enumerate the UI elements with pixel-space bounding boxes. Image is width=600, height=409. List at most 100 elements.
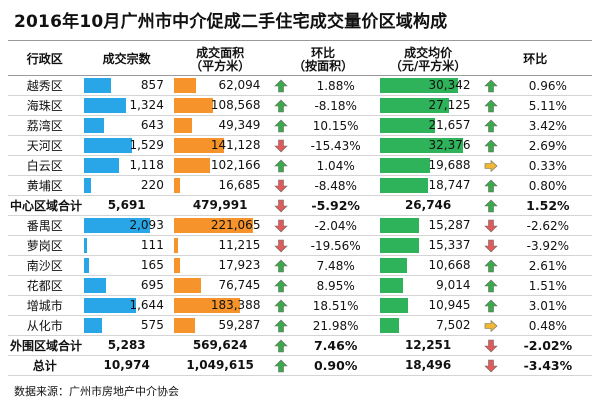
arrow-flat-icon [484, 159, 498, 172]
area-cell: 221,065 [171, 215, 269, 236]
price-change-arrow-cell [478, 195, 504, 216]
count-value: 695 [140, 278, 164, 292]
area-change-value: 7.48% [293, 255, 378, 276]
area-change-value: 10.15% [293, 115, 378, 136]
price-cell: 10,668 [377, 255, 479, 276]
area-change-value: 21.98% [293, 315, 378, 336]
price-change-arrow-cell [478, 115, 504, 136]
header-area-change-line2: （按面积） [293, 58, 354, 73]
price-bar [379, 278, 403, 293]
area-change-arrow-cell [268, 195, 294, 216]
area-value: 59,287 [218, 318, 261, 332]
table-row: 白云区 1,118 102,166 1.04% 19,688 0.33% [8, 155, 592, 176]
price-cell: 30,342 [377, 75, 479, 96]
arrow-shape-area-13 [274, 339, 288, 352]
table-row: 番禺区 2,093 221,065 -2.04% 15,287 -2.62% [8, 215, 592, 236]
price-value: 26,746 [404, 198, 452, 212]
price-bar [379, 158, 431, 173]
table-row: 天河区 1,529 141,128 -15.43% 32,376 2.69% [8, 135, 592, 156]
source-note: 数据来源：广州市房地产中介协会 [14, 385, 179, 398]
price-change-value: -2.62% [503, 215, 592, 236]
price-change-arrow-cell [478, 75, 504, 96]
district-cell: 萝岗区 [8, 235, 82, 256]
area-cell: 59,287 [171, 315, 269, 336]
arrow-shape-price-3 [484, 139, 498, 152]
price-bar [379, 78, 458, 93]
area-change-value: -2.04% [293, 215, 378, 236]
area-cell: 62,094 [171, 75, 269, 96]
price-change-value: 0.48% [503, 315, 592, 336]
header-price-change: 环比 [478, 44, 592, 76]
district-cell: 海珠区 [8, 95, 82, 116]
chart-title: 2016年10月广州市中介促成二手住宅成交量价区域构成 [14, 12, 448, 32]
price-value: 21,657 [428, 118, 471, 132]
price-cell: 19,688 [377, 155, 479, 176]
district-cell: 番禺区 [8, 215, 82, 236]
area-change-value: -5.92% [293, 195, 378, 216]
district-cell: 花都区 [8, 275, 82, 296]
area-bar [173, 318, 196, 333]
area-change-arrow-cell [268, 235, 294, 256]
area-bar [173, 238, 178, 253]
price-change-arrow-cell [478, 235, 504, 256]
count-value: 643 [140, 118, 164, 132]
area-value: 141,128 [210, 138, 261, 152]
area-change-arrow-cell [268, 355, 294, 376]
price-change-value: 2.69% [503, 135, 592, 156]
price-value: 9,014 [436, 278, 471, 292]
price-cell: 27,125 [377, 95, 479, 116]
price-change-value: 0.96% [503, 75, 592, 96]
arrow-up-icon [274, 159, 288, 172]
district-cell: 外围区域合计 [8, 335, 82, 356]
price-bar [379, 298, 408, 313]
price-value: 30,342 [428, 78, 471, 92]
count-bar [83, 138, 133, 153]
table-row: 荔湾区 643 49,349 10.15% 21,657 3.42% [8, 115, 592, 136]
arrow-up-icon [484, 279, 498, 292]
area-change-value: 18.51% [293, 295, 378, 316]
count-bar [83, 158, 120, 173]
arrow-shape-area-0 [274, 79, 288, 92]
count-cell: 643 [81, 115, 172, 136]
table-row: 增城市 1,644 183,388 18.51% 10,945 3.01% [8, 295, 592, 316]
price-change-value: 3.01% [503, 295, 592, 316]
header-price-line2: （元/平方米） [389, 58, 467, 73]
arrow-up-icon [274, 259, 288, 272]
area-value: 1,049,615 [186, 358, 254, 372]
price-bar [379, 218, 419, 233]
area-value: 221,065 [210, 218, 261, 232]
price-value: 18,747 [428, 178, 471, 192]
table-row: 总计 10,974 1,049,615 0.90% 18,496 -3.43% [8, 355, 592, 376]
count-value: 111 [140, 238, 164, 252]
table-row: 南沙区 165 17,923 7.48% 10,668 2.61% [8, 255, 592, 276]
arrow-shape-price-5 [484, 179, 498, 192]
arrow-up-icon [484, 99, 498, 112]
arrow-shape-price-11 [484, 299, 498, 312]
area-bar [173, 98, 213, 113]
count-cell: 1,118 [81, 155, 172, 176]
area-value: 569,624 [192, 338, 248, 352]
area-cell: 17,923 [171, 255, 269, 276]
area-change-arrow-cell [268, 335, 294, 356]
arrow-up-icon [274, 99, 288, 112]
count-cell: 5,283 [81, 335, 172, 356]
area-change-value: 1.04% [293, 155, 378, 176]
table-row: 中心区域合计 5,691 479,991 -5.92% 26,746 1.52% [8, 195, 592, 216]
arrow-down-icon [484, 239, 498, 252]
area-cell: 108,568 [171, 95, 269, 116]
count-cell: 111 [81, 235, 172, 256]
price-cell: 32,376 [377, 135, 479, 156]
price-cell: 26,746 [377, 195, 479, 216]
header-price: 成交均价 （元/平方米） [377, 44, 479, 76]
arrow-shape-price-13 [484, 339, 498, 352]
arrow-up-icon [274, 119, 288, 132]
arrow-shape-price-12 [484, 319, 498, 332]
arrow-shape-area-3 [274, 139, 288, 152]
area-cell: 1,049,615 [171, 355, 269, 376]
district-cell: 白云区 [8, 155, 82, 176]
price-value: 10,668 [428, 258, 471, 272]
area-cell: 11,215 [171, 235, 269, 256]
price-cell: 10,945 [377, 295, 479, 316]
price-bar [379, 318, 399, 333]
arrow-shape-area-12 [274, 319, 288, 332]
